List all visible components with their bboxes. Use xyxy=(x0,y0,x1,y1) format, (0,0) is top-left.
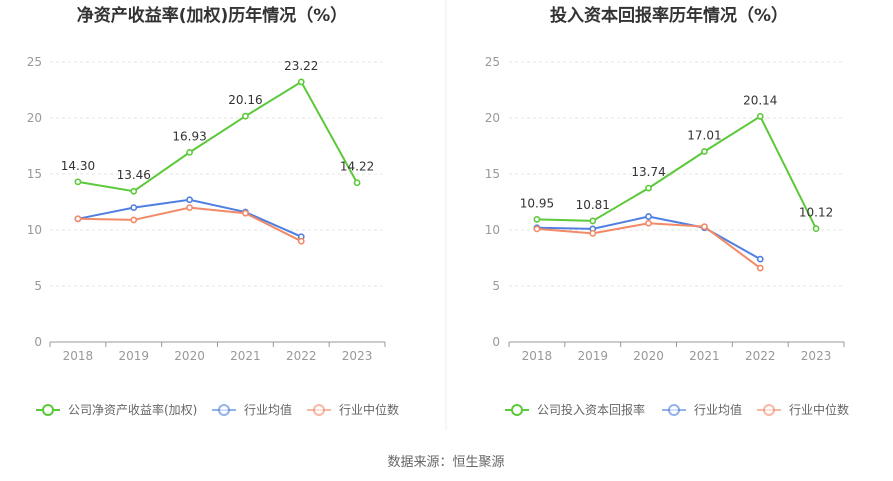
data-point xyxy=(186,204,193,211)
data-point xyxy=(701,223,708,231)
data-point xyxy=(533,215,541,223)
legend-label: 行业均值 xyxy=(694,402,742,417)
legend-marker xyxy=(511,404,523,416)
legend-item-2: 行业均值 xyxy=(212,402,292,417)
data-point xyxy=(130,216,138,224)
series-line-1 xyxy=(77,80,358,193)
y-tick-label: 0 xyxy=(492,335,500,349)
legend-marker xyxy=(668,404,680,416)
legend-label: 公司投入资本回报率 xyxy=(537,402,645,417)
legend-marker xyxy=(763,404,775,416)
data-point xyxy=(756,264,764,272)
legend-item-1: 公司净资产收益率(加权) xyxy=(36,402,197,417)
legend-marker xyxy=(313,404,325,416)
x-tick-label: 2023 xyxy=(801,349,832,363)
x-tick-label: 2019 xyxy=(118,349,149,363)
series-line-1 xyxy=(536,114,817,230)
data-point xyxy=(589,217,597,225)
legend-marker xyxy=(42,404,54,416)
data-label: 20.14 xyxy=(743,93,777,107)
x-tick-label: 2021 xyxy=(689,349,720,363)
y-tick-label: 10 xyxy=(27,223,42,237)
data-point xyxy=(297,237,305,245)
x-tick-label: 2020 xyxy=(174,349,205,363)
data-point xyxy=(589,229,597,237)
data-label: 14.22 xyxy=(340,160,374,174)
chart-title: 净资产收益率(加权)历年情况（%） xyxy=(77,5,348,26)
x-tick-label: 2023 xyxy=(342,349,373,363)
data-label: 10.81 xyxy=(576,198,610,212)
legend-label: 行业均值 xyxy=(244,402,292,417)
data-point xyxy=(756,113,764,120)
x-tick-label: 2018 xyxy=(522,349,553,363)
data-point xyxy=(242,209,249,217)
data-label: 13.46 xyxy=(117,168,151,182)
data-point xyxy=(533,225,541,233)
legend-marker xyxy=(218,404,230,416)
y-tick-label: 5 xyxy=(492,279,500,293)
x-tick-label: 2021 xyxy=(230,349,261,363)
y-tick-label: 15 xyxy=(485,167,500,181)
y-tick-label: 25 xyxy=(27,55,42,69)
data-point xyxy=(812,225,820,233)
y-tick-label: 15 xyxy=(27,167,42,181)
data-point xyxy=(756,255,764,263)
y-tick-label: 0 xyxy=(34,335,42,349)
data-label: 20.16 xyxy=(228,93,262,107)
data-point xyxy=(242,112,249,120)
legend-item-1: 公司投入资本回报率 xyxy=(505,402,645,417)
data-label: 10.12 xyxy=(799,206,833,220)
data-label: 10.95 xyxy=(520,196,554,210)
data-point xyxy=(645,213,652,220)
source-note: 数据来源：恒生聚源 xyxy=(387,455,504,470)
chart-panel-1: 净资产收益率(加权)历年情况（%） 0 5 10 15 20 25 2018 2019 2020 2… xyxy=(27,5,399,417)
y-tick-label: 10 xyxy=(485,223,500,237)
data-label: 14.30 xyxy=(61,159,95,173)
legend-label: 公司净资产收益率(加权) xyxy=(68,402,197,417)
data-point xyxy=(645,184,652,192)
legend-label: 行业中位数 xyxy=(339,402,399,417)
legend-item-3: 行业中位数 xyxy=(307,402,399,417)
y-tick-label: 20 xyxy=(485,111,500,125)
data-label: 16.93 xyxy=(172,129,206,143)
x-tick-label: 2019 xyxy=(577,349,608,363)
data-point xyxy=(297,78,305,86)
data-point xyxy=(186,196,193,204)
data-point xyxy=(130,187,138,195)
data-point xyxy=(186,148,193,156)
chart-title: 投入资本回报率历年情况（%） xyxy=(550,5,788,26)
data-point xyxy=(353,179,361,187)
legend-label: 行业中位数 xyxy=(789,402,849,417)
data-label: 23.22 xyxy=(284,59,318,73)
y-tick-label: 5 xyxy=(34,279,42,293)
data-label: 17.01 xyxy=(687,128,721,142)
y-tick-label: 25 xyxy=(485,55,500,69)
legend-item-3: 行业中位数 xyxy=(757,402,849,417)
data-point xyxy=(130,204,138,211)
data-point xyxy=(74,215,82,223)
chart-panel-2: 投入资本回报率历年情况（%） 0 5 10 15 20 25 2018 2019 2020 2021… xyxy=(485,5,849,417)
y-tick-label: 20 xyxy=(27,111,42,125)
data-point xyxy=(701,148,708,155)
x-tick-label: 2022 xyxy=(745,349,776,363)
x-tick-label: 2022 xyxy=(286,349,317,363)
data-point xyxy=(74,178,82,186)
data-point xyxy=(645,219,652,227)
data-label: 13.74 xyxy=(631,165,665,179)
x-tick-label: 2020 xyxy=(633,349,664,363)
x-tick-label: 2018 xyxy=(63,349,94,363)
legend-item-2: 行业均值 xyxy=(662,402,742,417)
